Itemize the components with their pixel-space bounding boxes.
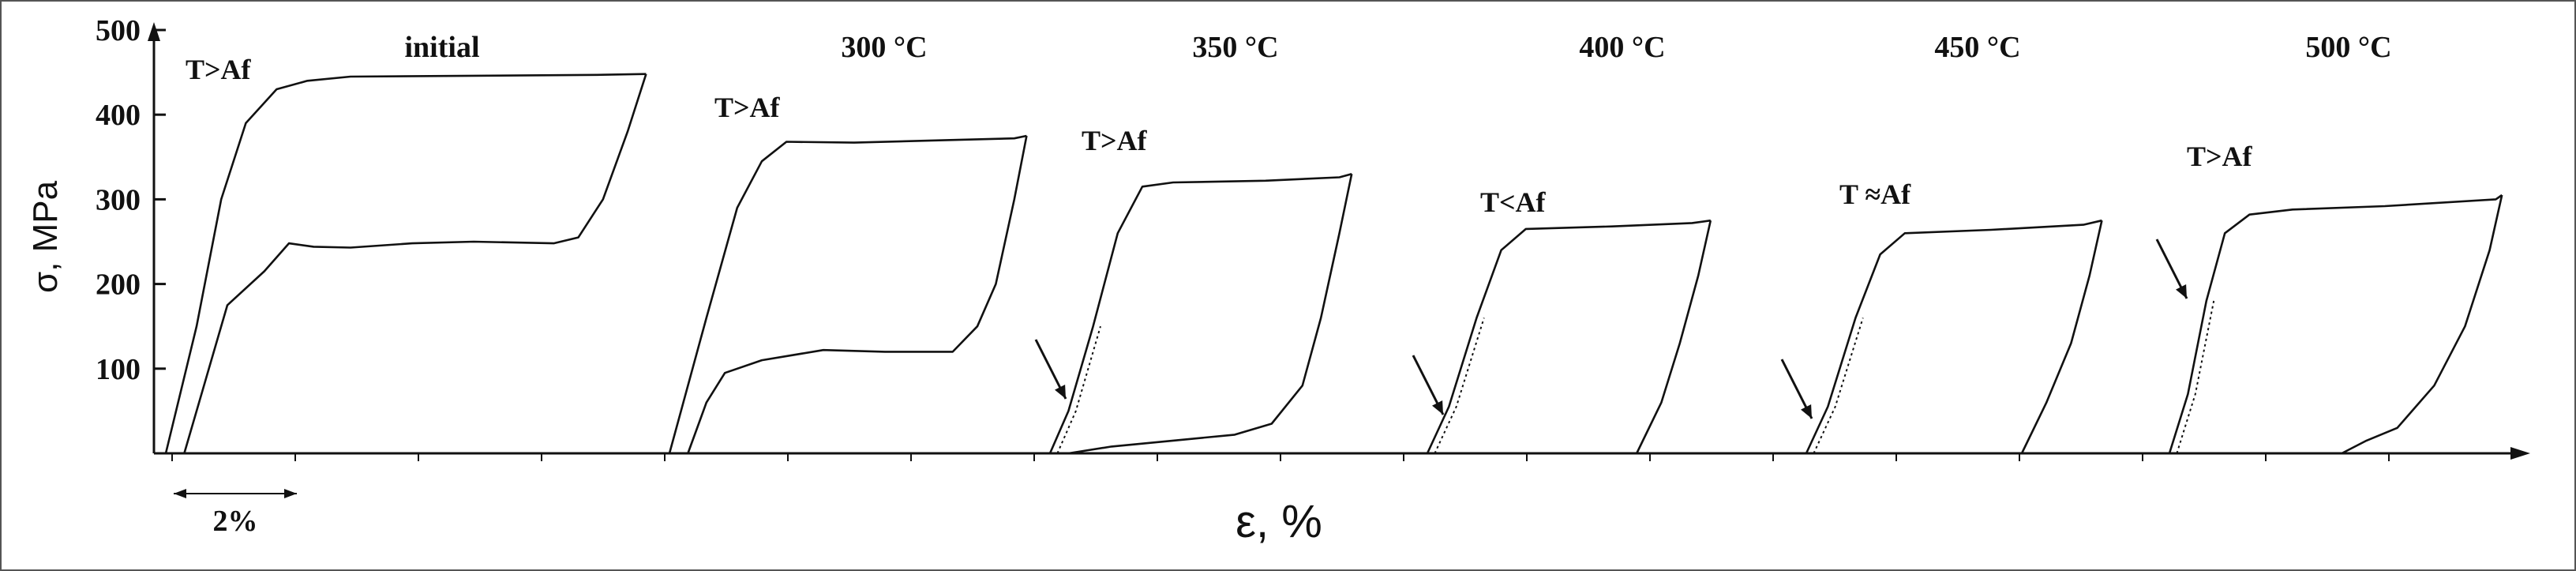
panels: initial T>Af 300 °C T>Af 350 °C T>Af 400 °C T<A… [164,31,2503,455]
unloading-curve [1068,173,1353,455]
arrow-head-icon [1432,400,1443,415]
panel-4: 400 °C T<Af [1412,31,1712,454]
x-axis-arrow-icon [2510,447,2530,460]
arrow-head-icon [1801,404,1812,419]
y-axis-label: σ, MPa [26,180,65,293]
temperature-condition-label: T>Af [714,92,781,123]
temperature-condition-label: T ≈Af [1839,178,1911,210]
panel-6: 500 °C T>Af [2155,31,2503,455]
y-tick-label: 500 [96,14,141,47]
loading-curve [1048,172,1352,454]
scale-bar-label: 2% [213,505,258,538]
dotted-curve [1434,317,1485,454]
y-tick-label: 100 [96,353,141,386]
loading-curve [164,73,647,454]
loading-curve [668,134,1027,454]
scale-bar: 2% [174,489,297,538]
unloading-curve [687,135,1028,454]
scale-bar-left-arrow-icon [174,489,186,498]
panel-3: 350 °C T>Af [1034,31,1353,455]
dotted-curve [1056,325,1101,454]
unloading-curve [183,73,647,454]
panel-title: 500 °C [2305,31,2391,64]
y-tick-label: 300 [96,183,141,216]
scale-bar-right-arrow-icon [284,489,297,498]
panel-title: 300 °C [841,31,927,64]
loading-curve [1426,219,1711,454]
dotted-curve [2176,300,2215,454]
arrow-head-icon [1055,385,1066,399]
panel-title: initial [404,31,479,64]
panel-title: 350 °C [1192,31,1278,64]
panel-2: 300 °C T>Af [668,31,1028,454]
panel-5: 450 °C T ≈Af [1780,31,2103,454]
panel-title: 400 °C [1579,31,1665,64]
x-axis-label: ε, % [1236,496,1322,547]
panel-1: initial T>Af [164,31,647,454]
temperature-condition-label: T<Af [1480,186,1547,218]
unloading-curve [1636,220,1712,454]
loading-curve [1805,219,2102,454]
y-tick-label: 200 [96,269,141,302]
temperature-condition-label: T>Af [1082,125,1148,156]
unloading-curve [2341,194,2503,455]
unloading-curve [2020,220,2103,454]
arrow-head-icon [2176,284,2187,299]
dotted-curve [1813,317,1864,454]
y-ticks: 100 200 300 400 500 [96,14,166,386]
loading-curve [2168,193,2503,454]
y-tick-label: 400 [96,99,141,132]
temperature-condition-label: T>Af [2187,141,2253,172]
panel-title: 450 °C [1934,31,2020,64]
y-axis-arrow-icon [148,22,160,41]
temperature-condition-label: T>Af [186,54,252,85]
x-ticks [171,453,2390,461]
